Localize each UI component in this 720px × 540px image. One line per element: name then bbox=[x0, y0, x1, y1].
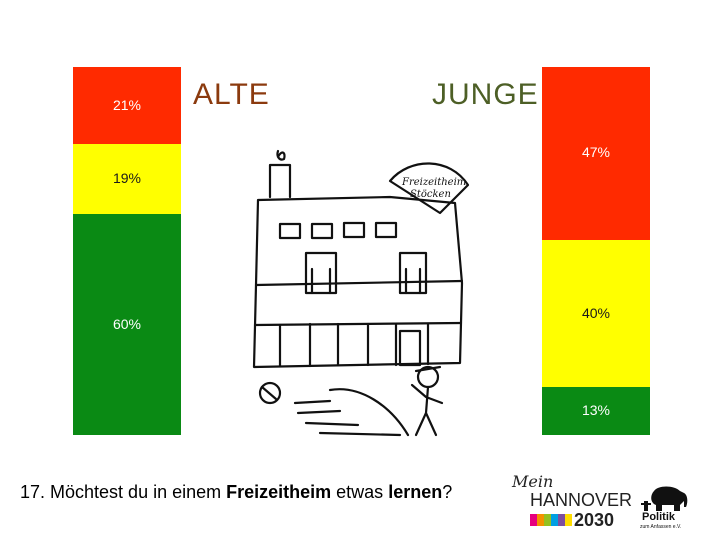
logo-stripe bbox=[544, 514, 551, 526]
sign-text-line2: Stöcken bbox=[410, 189, 451, 200]
data-label: 47% bbox=[581, 144, 611, 161]
question-bold-lernen: lernen bbox=[388, 482, 443, 502]
bar-segment bbox=[73, 214, 181, 435]
elephant-icon bbox=[641, 486, 688, 511]
logo-stripe bbox=[537, 514, 544, 526]
data-label: 60% bbox=[112, 315, 142, 332]
logo-stripe bbox=[551, 514, 558, 526]
bar-alte: 21% 19% 60% bbox=[73, 67, 181, 435]
question-middle: etwas bbox=[331, 482, 389, 502]
sign-text-line1: Freizeitheim bbox=[401, 177, 466, 188]
bar-segment bbox=[73, 67, 181, 145]
politik-zum-anfassen-logo: Politik zum Anfassen e.V. bbox=[640, 483, 696, 533]
logo-color-stripes bbox=[530, 514, 572, 526]
data-label: 13% bbox=[581, 402, 611, 419]
bar-junge: 47% 40% 13% bbox=[542, 67, 650, 435]
bar-segment bbox=[73, 144, 181, 215]
mein-hannover-logo: Mein HANNOVER 2030 bbox=[512, 472, 632, 532]
data-label: 40% bbox=[581, 304, 611, 321]
data-label: 19% bbox=[112, 170, 142, 187]
logo-stripe bbox=[558, 514, 565, 526]
question-text: 17. Möchtest du in einem Freizeitheim et… bbox=[20, 482, 452, 503]
logo-hannover-text: HANNOVER bbox=[530, 490, 633, 510]
politik-subtext: zum Anfassen e.V. bbox=[640, 524, 682, 530]
data-label: 21% bbox=[112, 96, 142, 113]
bar-segment bbox=[542, 239, 650, 388]
question-bold-freizeitheim: Freizeitheim bbox=[226, 482, 332, 502]
building-drawing: Freizeitheim Stöcken bbox=[252, 149, 470, 437]
logo-mein-text: Mein bbox=[512, 472, 554, 491]
logo-stripe bbox=[565, 514, 572, 526]
logo-stripe bbox=[530, 514, 537, 526]
question-suffix: ? bbox=[442, 482, 453, 502]
logo-year-text: 2030 bbox=[574, 510, 615, 530]
bar-segment bbox=[542, 387, 650, 435]
question-prefix: 17. Möchtest du in einem bbox=[20, 482, 227, 502]
category-label-junge: JUNGE bbox=[432, 78, 539, 111]
politik-text: Politik bbox=[642, 511, 676, 523]
category-label-alte: ALTE bbox=[193, 78, 270, 111]
bar-segment bbox=[542, 67, 650, 240]
